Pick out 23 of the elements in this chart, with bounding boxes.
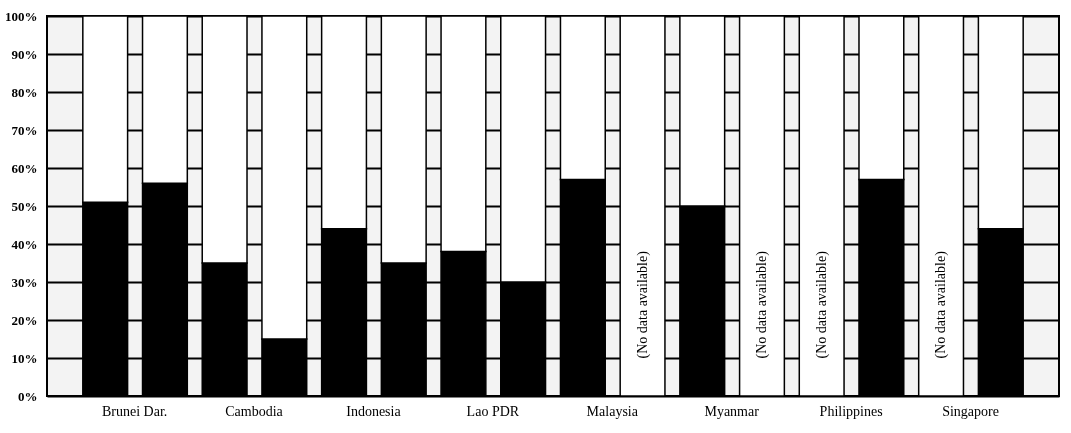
y-tick-label: 80% (11, 84, 38, 100)
y-tick-label: 90% (11, 46, 38, 62)
y-tick-label: 10% (11, 350, 38, 366)
y-tick-label: 60% (11, 160, 38, 176)
x-tick-label: Singapore (942, 403, 999, 419)
x-tick-label: Indonesia (346, 403, 402, 419)
annotation: (No data available) (933, 250, 950, 359)
annotation: (No data available) (634, 250, 651, 359)
x-tick-label: Lao PDR (466, 403, 520, 419)
x-tick-label: Malaysia (586, 403, 639, 419)
annotation: (No data available) (813, 250, 830, 359)
x-tick-label: Cambodia (225, 403, 284, 419)
annotation: (No data available) (753, 250, 770, 359)
x-tick-label: Brunei Dar. (101, 403, 168, 419)
y-tick-label: 0% (18, 388, 38, 404)
y-tick-label: 70% (11, 122, 38, 138)
x-tick-label: Myanmar (704, 403, 760, 419)
y-tick-label: 30% (11, 274, 38, 290)
y-tick-label: 50% (11, 198, 38, 214)
x-tick-label: Philippines (819, 403, 883, 419)
y-tick-label: 40% (11, 236, 38, 252)
y-tick-label: 20% (11, 312, 38, 328)
y-tick-label: 100% (5, 8, 38, 24)
